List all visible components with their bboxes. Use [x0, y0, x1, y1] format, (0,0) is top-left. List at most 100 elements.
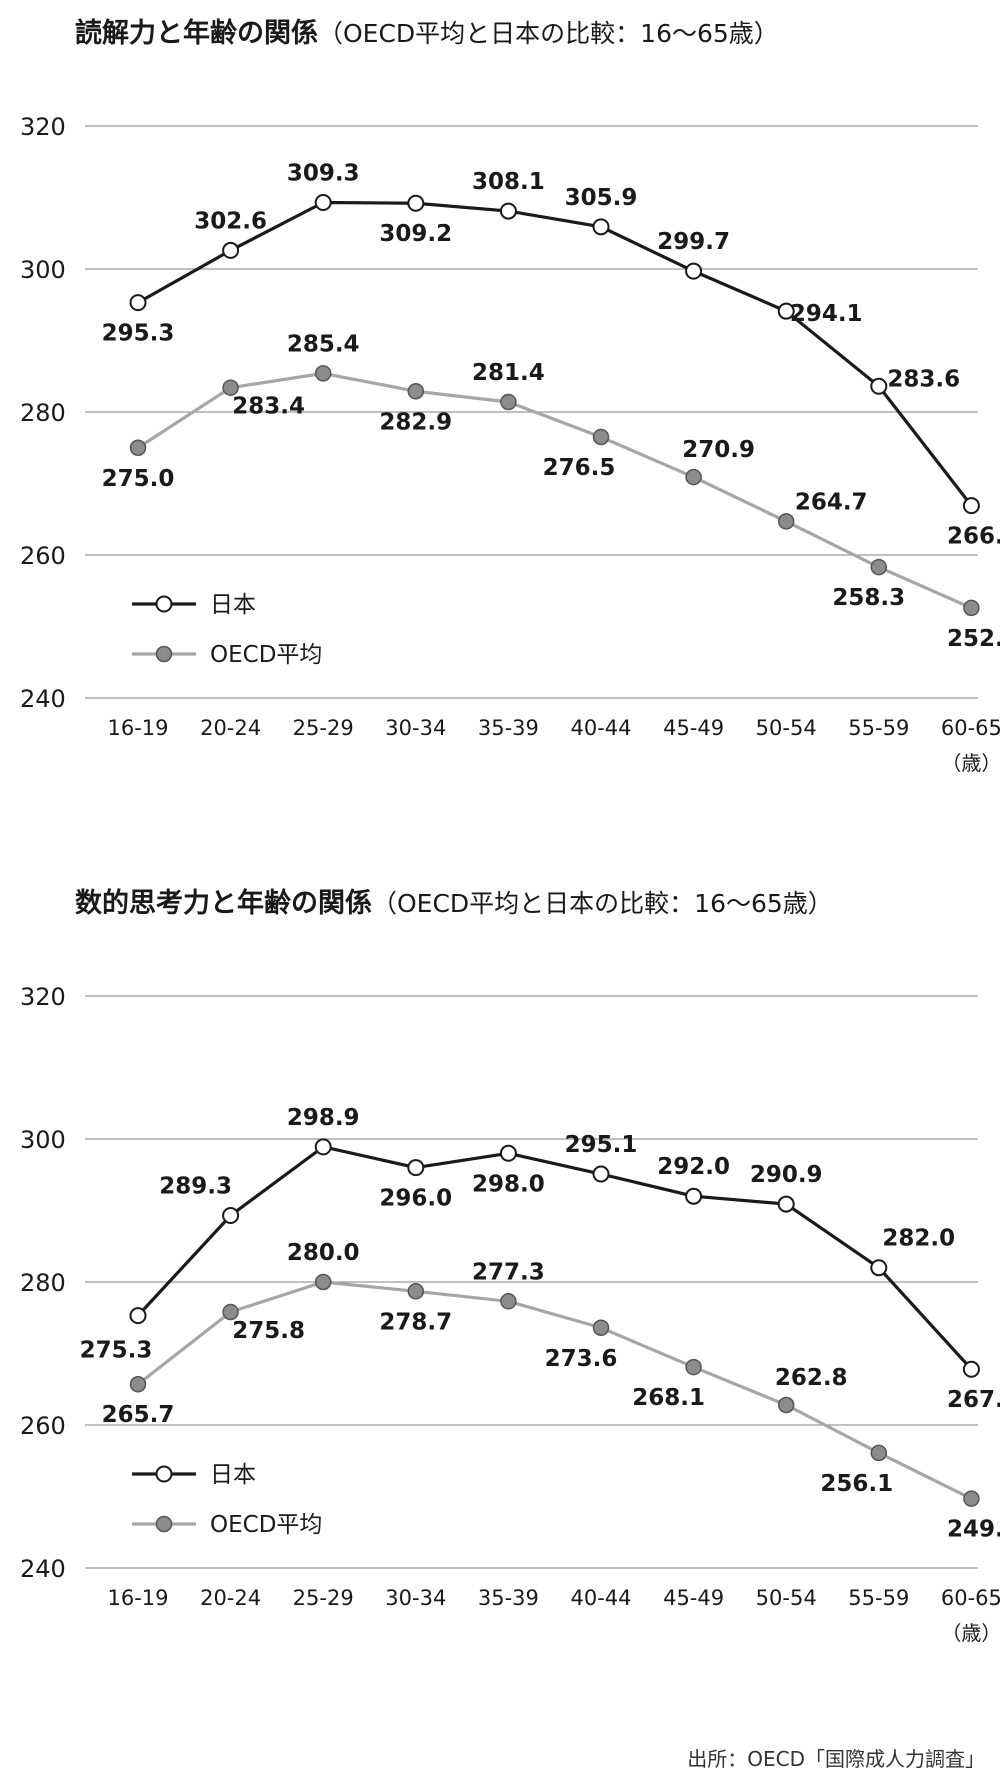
oecd-data-label: 281.4 [472, 360, 545, 386]
y-tick-label: 240 [20, 1555, 66, 1583]
japan-point [592, 218, 610, 236]
oecd-data-label: 282.9 [379, 409, 452, 435]
oecd-point [685, 1358, 702, 1376]
oecd-point [963, 1490, 980, 1507]
japan-point [685, 262, 703, 280]
japan-point [129, 1307, 147, 1325]
chart-title: 数的思考力と年齢の関係（OECD平均と日本の比較：16〜65歳） [75, 887, 833, 919]
japan-point [499, 202, 517, 220]
x-unit-label: （歳） [941, 1621, 1000, 1645]
oecd-data-label: 277.3 [472, 1259, 545, 1285]
x-tick-label: 40-44 [570, 1586, 631, 1610]
japan-data-label: 283.6 [887, 366, 960, 392]
x-tick-label: 40-44 [570, 716, 631, 740]
japan-data-label: 309.2 [379, 221, 452, 247]
x-tick-label: 60-65 [941, 716, 1000, 740]
numeracy-chart: 数的思考力と年齢の関係（OECD平均と日本の比較：16〜65歳） 240 260 28… [20, 887, 1000, 1645]
oecd-point [500, 1293, 517, 1310]
legend-marker [155, 595, 173, 613]
x-tick-label: 50-54 [756, 1586, 817, 1610]
x-tick-label: 55-59 [848, 716, 909, 740]
y-tick-label: 260 [20, 1412, 66, 1440]
x-tick-label: 25-29 [293, 1586, 354, 1610]
oecd-series-line [137, 1280, 973, 1501]
oecd-data-label: 283.4 [232, 394, 305, 420]
x-tick-label: 20-24 [200, 1586, 261, 1610]
japan-point [407, 1159, 425, 1177]
oecd-point [592, 1319, 610, 1337]
legend-marker [155, 1515, 173, 1533]
oecd-data-label: 275.0 [102, 466, 175, 492]
japan-point [499, 1144, 517, 1162]
oecd-data-label: 265.7 [102, 1402, 175, 1428]
y-tick-label: 300 [20, 1126, 66, 1154]
oecd-point [777, 1396, 795, 1414]
oecd-point [407, 1283, 425, 1300]
japan-point [685, 1187, 703, 1205]
y-tick-label: 240 [20, 685, 66, 713]
x-tick-label: 55-59 [848, 1586, 909, 1610]
japan-point [870, 1259, 888, 1277]
x-tick-label: 20-24 [200, 716, 261, 740]
japan-point [222, 1207, 240, 1225]
x-tick-label: 35-39 [478, 1586, 539, 1610]
oecd-point [407, 383, 425, 400]
japan-point [222, 241, 240, 259]
x-tick-label: 35-39 [478, 716, 539, 740]
japan-point [962, 497, 980, 515]
oecd-point [222, 1303, 239, 1321]
oecd-point [870, 1444, 888, 1462]
japan-data-label: 298.0 [472, 1171, 545, 1197]
oecd-data-label: 285.4 [287, 331, 360, 357]
oecd-data-label: 264.7 [795, 489, 868, 515]
x-tick-label: 45-49 [663, 1586, 724, 1610]
japan-series-line [136, 1145, 973, 1371]
oecd-data-label: 262.8 [775, 1365, 848, 1391]
y-tick-label: 280 [20, 399, 66, 427]
y-tick-label: 320 [20, 983, 66, 1011]
chart-title-main: 数的思考力と年齢の関係 [75, 887, 372, 919]
japan-data-label: 299.7 [657, 229, 730, 255]
legend-marker [155, 645, 173, 663]
japan-data-label: 302.6 [194, 208, 267, 234]
japan-point [407, 194, 425, 212]
oecd-data-label: 258.3 [832, 585, 905, 611]
oecd-point [314, 1273, 332, 1291]
oecd-data-label: 275.8 [232, 1318, 305, 1344]
oecd-data-label: 278.7 [379, 1309, 452, 1335]
oecd-point [222, 379, 239, 396]
japan-point [777, 1195, 795, 1213]
reading-chart: 読解力と年齢の関係（OECD平均と日本の比較：16〜65歳） 240 260 280 3… [20, 17, 1000, 775]
oecd-point [870, 558, 888, 576]
oecd-data-label: 268.1 [632, 1385, 705, 1411]
japan-data-label: 289.3 [159, 1174, 232, 1200]
chart-title-main: 読解力と年齢の関係 [75, 17, 318, 49]
oecd-point [777, 513, 795, 530]
oecd-data-label: 270.9 [682, 437, 755, 463]
legend-label: 日本 [210, 592, 256, 618]
x-tick-label: 30-34 [385, 1586, 446, 1610]
oecd-point [500, 393, 517, 411]
japan-series-line [137, 200, 973, 507]
japan-point [962, 1360, 980, 1378]
japan-data-label: 305.9 [565, 185, 638, 211]
japan-data-label: 282.0 [882, 1226, 955, 1252]
chart-title: 読解力と年齢の関係（OECD平均と日本の比較：16〜65歳） [75, 17, 779, 49]
x-tick-label: 60-65 [941, 1586, 1000, 1610]
oecd-point [129, 1375, 147, 1393]
japan-data-label: 292.0 [657, 1154, 730, 1180]
x-tick-label: 30-34 [385, 716, 446, 740]
source-note: 出所：OECD「国際成人力調査」 [687, 1747, 985, 1771]
japan-point [592, 1165, 610, 1183]
japan-point [870, 377, 888, 395]
japan-data-label: 275.3 [80, 1338, 153, 1364]
y-tick-label: 320 [20, 113, 66, 141]
legend-label: OECD平均 [210, 642, 322, 668]
japan-data-label: 298.9 [287, 1105, 360, 1131]
japan-data-label: 295.3 [102, 321, 175, 347]
chart-title-subtitle: （OECD平均と日本の比較：16〜65歳） [318, 19, 779, 48]
japan-point [314, 194, 332, 212]
legend-label: 日本 [210, 1462, 256, 1488]
x-unit-label: （歳） [941, 751, 1000, 775]
